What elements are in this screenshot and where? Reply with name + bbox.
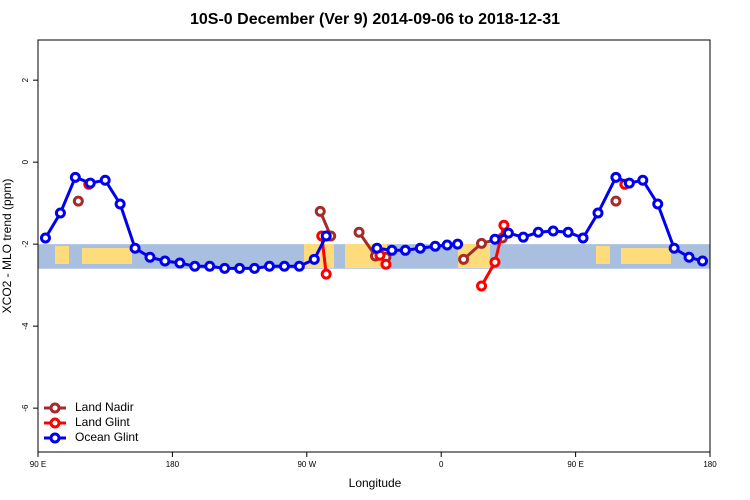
y-tick-label: 2 xyxy=(21,77,30,82)
point xyxy=(308,253,320,265)
point xyxy=(429,240,441,252)
point xyxy=(320,268,332,280)
point xyxy=(476,237,488,249)
land-shapes xyxy=(55,244,671,268)
point xyxy=(293,260,305,272)
point xyxy=(174,257,186,269)
y-tick-label: -2 xyxy=(21,240,30,248)
land xyxy=(596,246,610,264)
legend-marker xyxy=(49,417,61,429)
point xyxy=(668,242,680,254)
point xyxy=(314,205,326,217)
point xyxy=(623,177,635,189)
point xyxy=(159,255,171,267)
point xyxy=(84,177,96,189)
point xyxy=(189,260,201,272)
point xyxy=(489,233,501,245)
point xyxy=(592,207,604,219)
point xyxy=(234,262,246,274)
point xyxy=(414,242,426,254)
point xyxy=(502,227,514,239)
point xyxy=(458,253,470,265)
point xyxy=(278,260,290,272)
chart-title: 10S-0 December (Ver 9) 2014-09-06 to 201… xyxy=(190,11,560,28)
point xyxy=(204,260,216,272)
legend-label: Land Nadir xyxy=(75,400,134,414)
land xyxy=(621,248,671,264)
y-tick-label: 0 xyxy=(21,159,30,164)
x-tick-label: 90 E xyxy=(567,460,583,469)
point xyxy=(697,255,709,267)
point xyxy=(219,262,231,274)
legend-marker xyxy=(49,432,61,444)
point xyxy=(99,174,111,186)
point xyxy=(54,207,66,219)
point xyxy=(69,171,81,183)
point xyxy=(320,230,332,242)
land xyxy=(82,248,132,264)
point xyxy=(129,242,141,254)
point xyxy=(39,232,51,244)
x-tick-label: 90 E xyxy=(30,460,46,469)
point xyxy=(517,231,529,243)
y-tick-label: -4 xyxy=(21,322,30,330)
legend-label: Land Glint xyxy=(75,415,130,429)
point xyxy=(562,226,574,238)
point xyxy=(452,238,464,250)
point xyxy=(380,258,392,270)
point xyxy=(652,198,664,210)
x-tick-label: 180 xyxy=(703,460,717,469)
x-tick-label: 0 xyxy=(439,460,444,469)
point xyxy=(489,256,501,268)
point xyxy=(114,198,126,210)
point xyxy=(399,244,411,256)
point xyxy=(353,226,365,238)
point xyxy=(386,244,398,256)
point xyxy=(441,239,453,251)
point xyxy=(498,219,510,231)
x-tick-label: 180 xyxy=(166,460,180,469)
land xyxy=(55,246,69,264)
point xyxy=(547,225,559,237)
point xyxy=(263,260,275,272)
point xyxy=(371,242,383,254)
legend-marker xyxy=(49,402,61,414)
point xyxy=(683,251,695,263)
y-tick-label: -6 xyxy=(21,404,30,412)
x-tick-label: 90 W xyxy=(297,460,316,469)
point xyxy=(610,171,622,183)
plot-frame xyxy=(37,39,711,453)
point xyxy=(610,195,622,207)
point xyxy=(577,232,589,244)
point xyxy=(249,262,261,274)
point xyxy=(476,280,488,292)
point xyxy=(144,251,156,263)
x-axis-label: Longitude xyxy=(349,476,402,490)
point xyxy=(72,195,84,207)
point xyxy=(637,174,649,186)
legend-label: Ocean Glint xyxy=(75,430,139,444)
y-axis-label: XCO2 - MLO trend (ppm) xyxy=(0,179,14,314)
point xyxy=(532,226,544,238)
